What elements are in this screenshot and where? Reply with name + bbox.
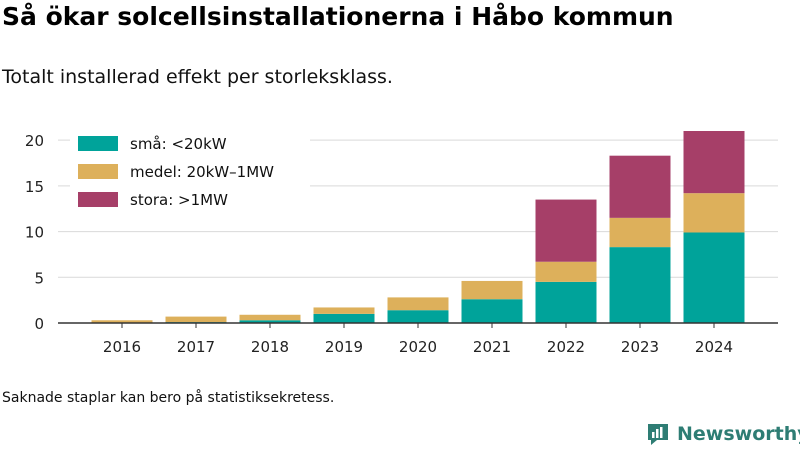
- chart-title: Så ökar solcellsinstallationerna i Håbo …: [2, 2, 674, 31]
- bar-segment: [535, 261, 597, 282]
- brand: Newsworthy: [645, 421, 800, 447]
- bars: [91, 131, 745, 323]
- bar-segment: [239, 314, 301, 321]
- legend-label: stora: >1MW: [130, 191, 228, 209]
- bar-segment: [535, 199, 597, 262]
- bar-segment: [461, 280, 523, 300]
- bar-segment: [683, 131, 745, 194]
- x-tick-label: 2016: [103, 338, 141, 356]
- bar-segment: [91, 320, 153, 323]
- x-tick-label: 2018: [251, 338, 289, 356]
- legend-label: små: <20kW: [130, 135, 227, 153]
- legend: små: <20kW medel: 20kW–1MW stora: >1MW: [70, 129, 310, 215]
- x-tick-label: 2023: [621, 338, 659, 356]
- bar-segment: [461, 299, 523, 323]
- bar-segment: [313, 307, 375, 314]
- y-tick-label: 5: [34, 269, 44, 287]
- bar-segment: [609, 247, 671, 323]
- legend-swatch: [78, 164, 118, 179]
- bar-segment: [387, 310, 449, 323]
- x-tick-label: 2020: [399, 338, 437, 356]
- axes: 0 5 10 15 20 2016 2017 2018 2019 2020 2021 2022 2023…: [25, 132, 778, 356]
- bar-segment: [165, 316, 227, 323]
- footnote: Saknade staplar kan bero på statistiksek…: [2, 390, 335, 406]
- x-tick-label: 2017: [177, 338, 215, 356]
- bar-segment: [535, 281, 597, 323]
- bar-segment: [239, 320, 301, 323]
- y-tick-label: 10: [25, 224, 44, 242]
- brand-name: Newsworthy: [677, 423, 800, 445]
- bar-segment: [387, 297, 449, 311]
- bar-segment: [683, 193, 745, 233]
- x-tick-label: 2019: [325, 338, 363, 356]
- bar-segment: [683, 232, 745, 323]
- legend-swatch: [78, 192, 118, 207]
- chart-subtitle: Totalt installerad effekt per storlekskl…: [2, 66, 393, 88]
- legend-swatch: [78, 136, 118, 151]
- y-tick-label: 0: [34, 315, 44, 333]
- x-tick-label: 2021: [473, 338, 511, 356]
- stacked-bar-chart: 0 5 10 15 20 2016 2017 2018 2019 2020 2021 2022 2023…: [25, 129, 778, 356]
- legend-label: medel: 20kW–1MW: [130, 163, 274, 181]
- y-tick-label: 20: [25, 132, 44, 150]
- bar-segment: [313, 313, 375, 323]
- bar-segment: [609, 217, 671, 248]
- bar-segment: [609, 155, 671, 218]
- x-tick-label: 2024: [695, 338, 733, 356]
- x-tick-label: 2022: [547, 338, 585, 356]
- newsworthy-logo-icon: [648, 424, 668, 445]
- y-tick-label: 15: [25, 178, 44, 196]
